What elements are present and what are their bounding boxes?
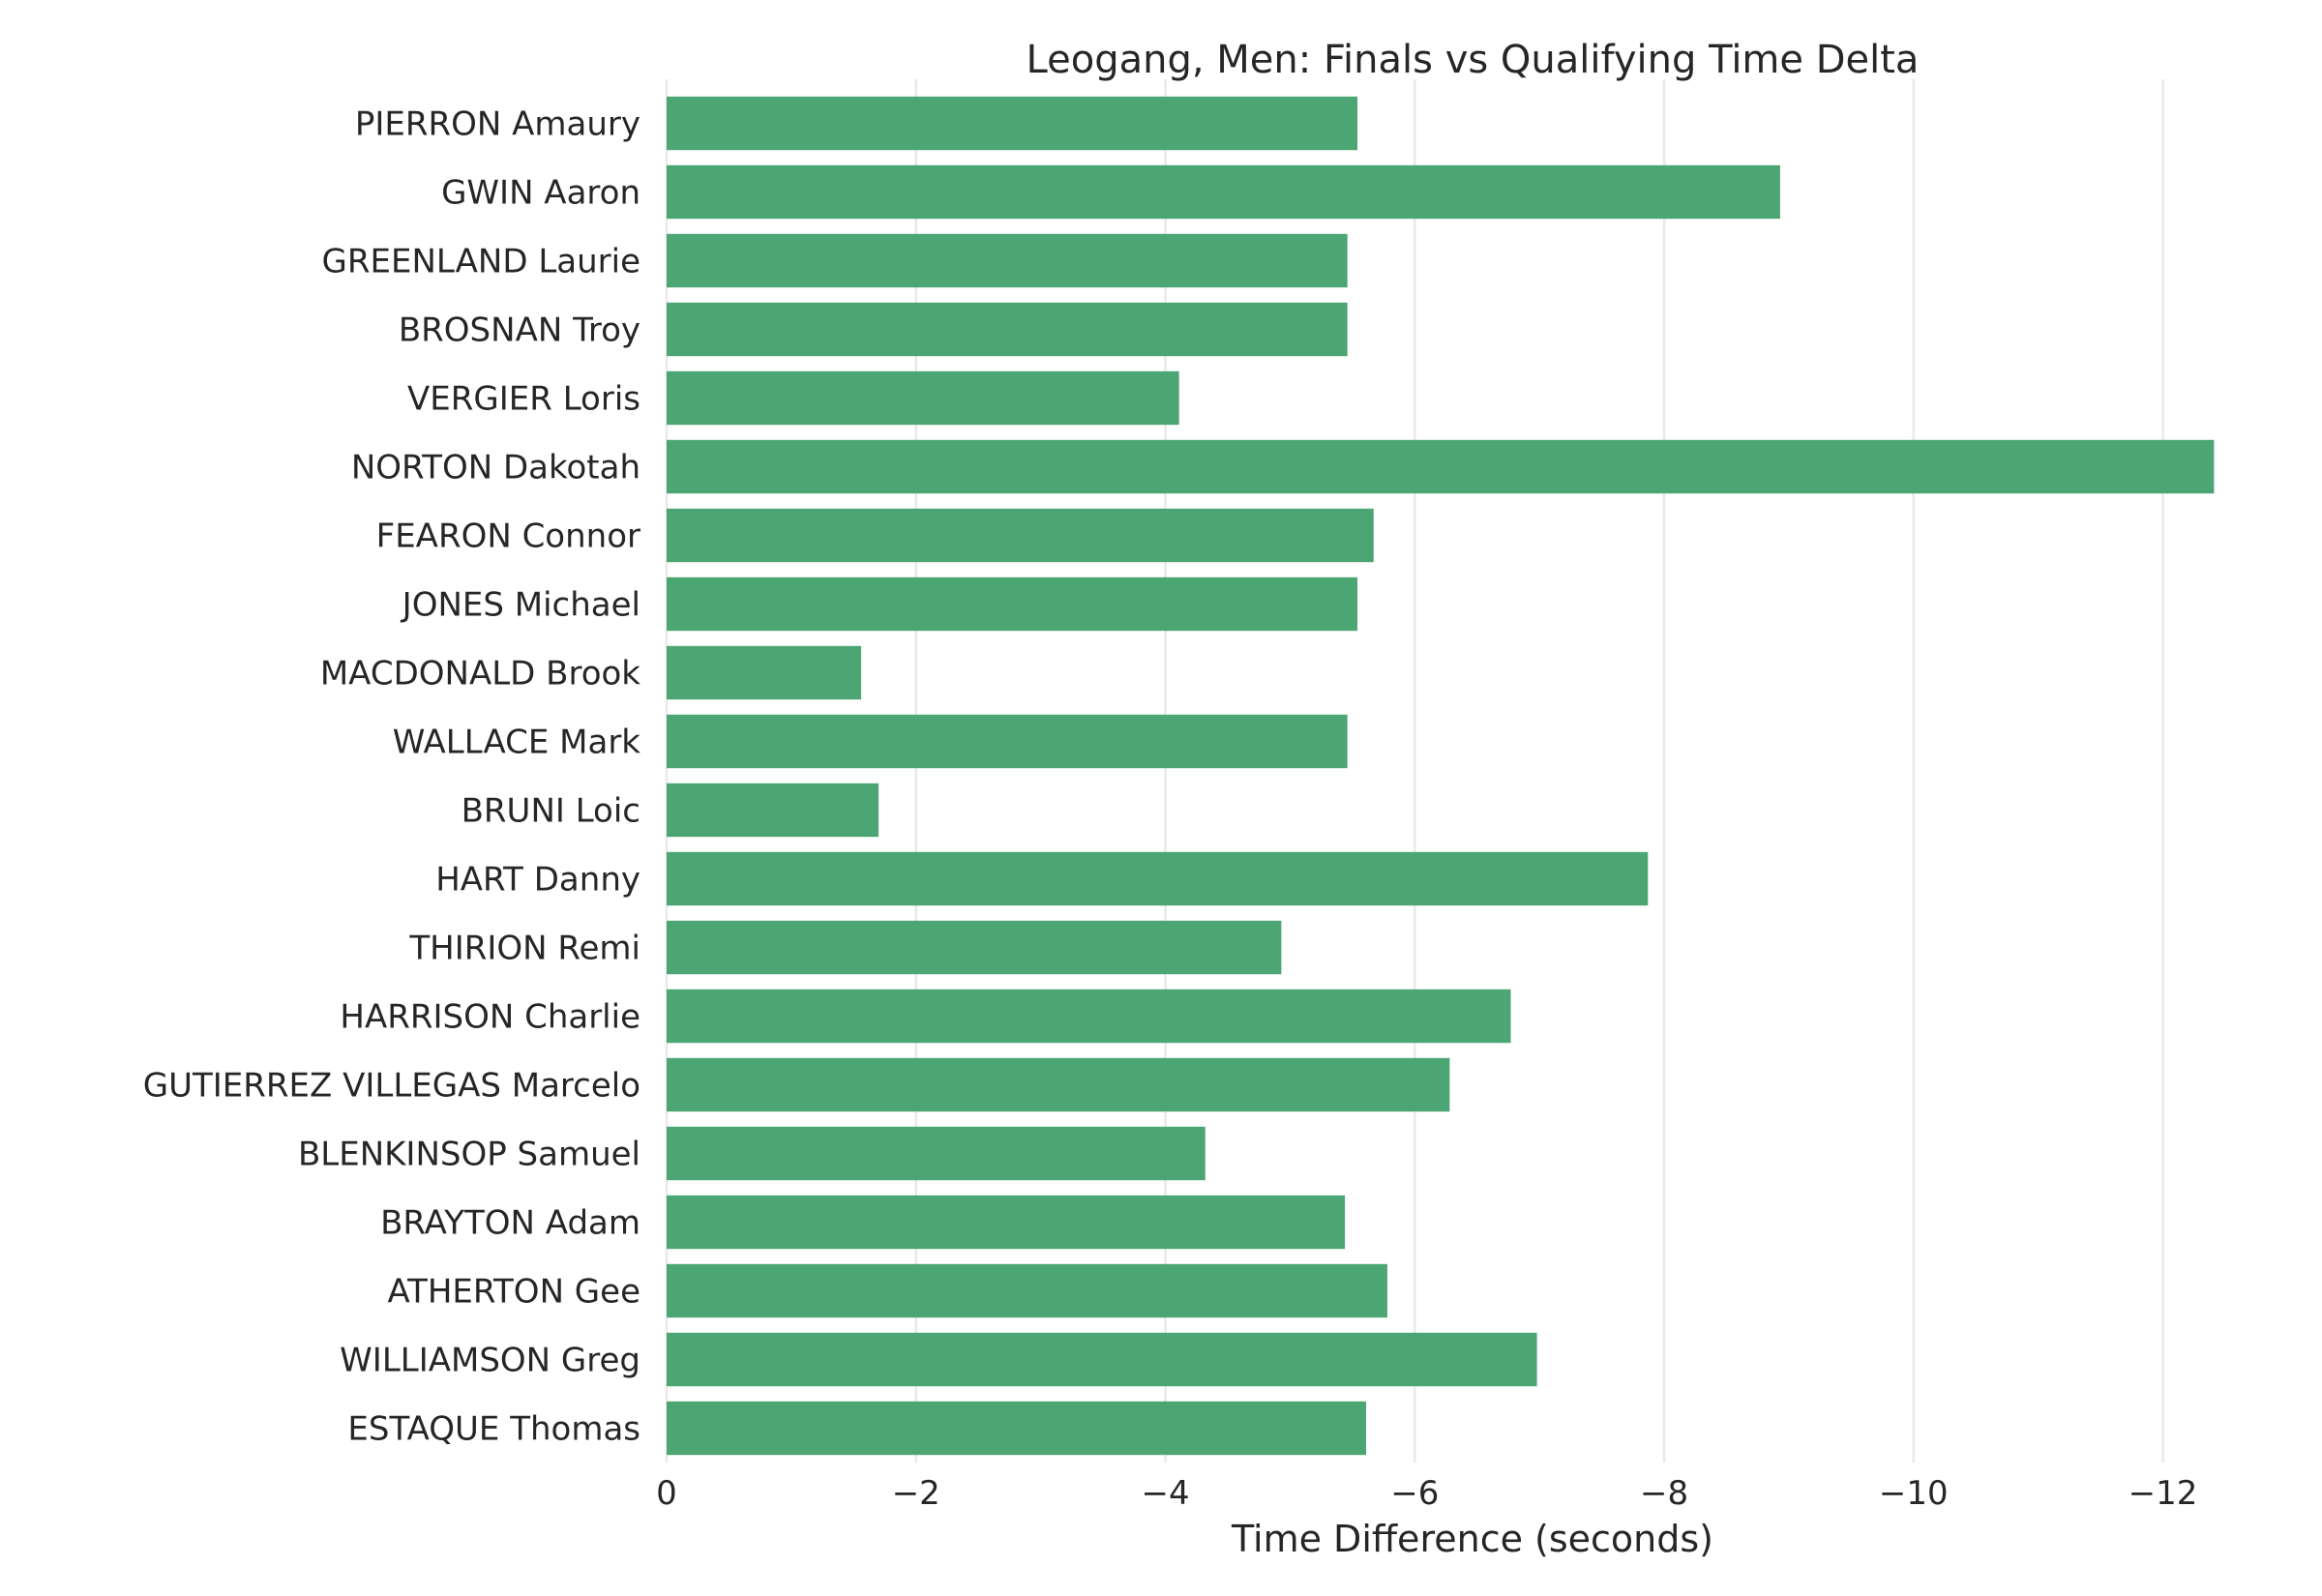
bar (667, 1401, 1367, 1456)
category-label: BRUNI Loic (461, 792, 640, 831)
bars (667, 96, 2215, 1456)
bar (667, 783, 879, 838)
x-tick-label: −10 (1879, 1474, 1949, 1513)
bar (667, 96, 1357, 151)
bar (667, 439, 2215, 494)
x-tick-label: −4 (1141, 1474, 1189, 1513)
category-label: BROSNAN Troy (399, 311, 640, 350)
chart-title: Leogang, Men: Finals vs Qualifying Time … (1027, 38, 1920, 82)
bar (667, 1057, 1450, 1112)
category-label: HARRISON Charlie (340, 998, 640, 1037)
category-label: GREENLAND Laurie (322, 243, 640, 281)
category-label: FEARON Connor (376, 517, 640, 556)
bar (667, 1126, 1206, 1181)
bar (667, 645, 862, 700)
category-labels: PIERRON Amaury GWIN Aaron GREENLAND Laurie… (143, 105, 641, 1449)
category-label: ATHERTON Gee (387, 1273, 640, 1312)
category-label: THIRION Remi (408, 930, 640, 968)
bar (667, 576, 1357, 632)
category-label: JONES Michael (401, 586, 640, 625)
bar (667, 1195, 1346, 1250)
x-axis-label: Time Difference (seconds) (1231, 1518, 1713, 1560)
category-label: BLENKINSOP Samuel (298, 1136, 640, 1174)
bar (667, 1332, 1537, 1387)
x-tick-label: −12 (2128, 1474, 2198, 1513)
category-label: NORTON Dakotah (351, 449, 640, 488)
bar (667, 1263, 1387, 1318)
category-label: ESTAQUE Thomas (347, 1410, 640, 1449)
category-label: GUTIERREZ VILLEGAS Marcelo (143, 1067, 640, 1106)
bar (667, 920, 1282, 975)
category-label: HART Danny (435, 861, 640, 900)
bar (667, 370, 1179, 426)
category-label: GWIN Aaron (441, 174, 640, 213)
category-label: BRAYTON Adam (380, 1204, 640, 1243)
x-tick-label: 0 (656, 1474, 677, 1513)
bar (667, 233, 1348, 288)
x-tick-label: −2 (892, 1474, 940, 1513)
bar (667, 714, 1348, 769)
category-label: WILLIAMSON Greg (340, 1342, 640, 1380)
x-tick-label: −6 (1390, 1474, 1439, 1513)
x-tick-labels: 0 −2 −4 −6 −8 −10 −12 (656, 1474, 2197, 1513)
bar (667, 989, 1511, 1044)
bar (667, 302, 1348, 357)
x-tick-label: −8 (1640, 1474, 1688, 1513)
category-label: PIERRON Amaury (355, 105, 640, 144)
bar (667, 164, 1780, 220)
category-label: MACDONALD Brook (320, 655, 640, 694)
category-label: WALLACE Mark (393, 724, 641, 762)
bar (667, 851, 1649, 906)
bar (667, 508, 1374, 563)
category-label: VERGIER Loris (407, 380, 640, 419)
